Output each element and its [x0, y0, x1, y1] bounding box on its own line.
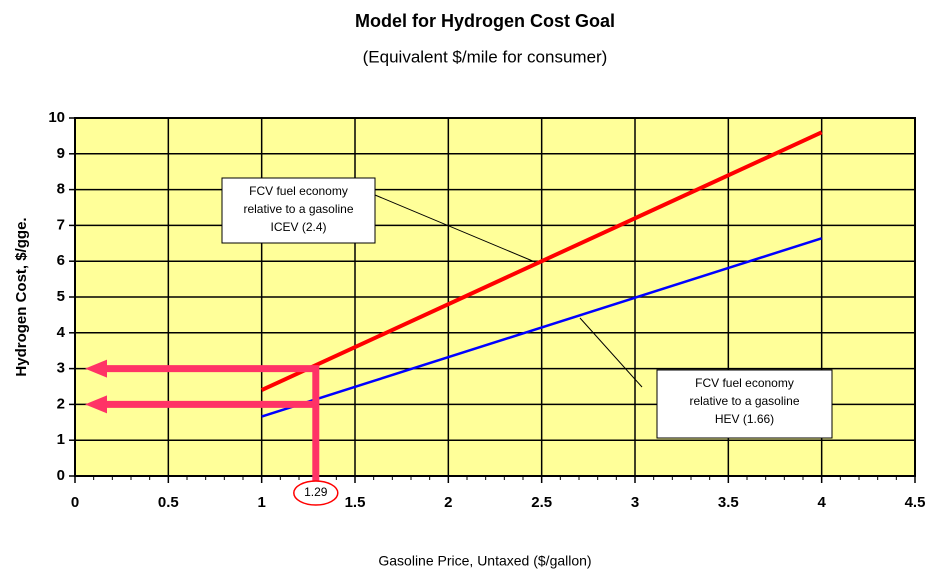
y-tick-label: 1 — [57, 431, 65, 448]
annotation-box — [221, 177, 376, 244]
y-axis-label: Hydrogen Cost, $/gge. — [13, 217, 30, 376]
leader-line — [374, 194, 536, 263]
x-tick-label: 3 — [631, 494, 639, 511]
y-tick-label: 4 — [57, 324, 66, 341]
leader-line — [579, 317, 643, 388]
y-tick-label: 0 — [57, 467, 65, 484]
annotation-text: HEV (1.66) — [715, 412, 774, 426]
annotation-text: FCV fuel economy — [249, 184, 348, 198]
chart-title: Model for Hydrogen Cost Goal — [355, 11, 615, 31]
arrow-head — [85, 395, 107, 414]
x-axis-label: Gasoline Price, Untaxed ($/gallon) — [378, 553, 591, 569]
annotation-text: ICEV (2.4) — [270, 220, 326, 234]
x-tick-label: 0.5 — [158, 494, 179, 511]
marker-circle — [293, 480, 339, 506]
y-tick-label: 3 — [57, 360, 65, 377]
y-tick-label: 8 — [57, 181, 65, 198]
y-tick-label: 2 — [57, 395, 65, 412]
y-tick-label: 5 — [57, 288, 65, 305]
annotation-text: relative to a gasoline — [689, 394, 799, 408]
series-line — [260, 130, 823, 392]
x-tick-label: 1 — [257, 494, 265, 511]
y-tick-label: 7 — [57, 216, 65, 233]
annotation-box — [656, 369, 833, 439]
chart-subtitle: (Equivalent $/mile for consumer) — [363, 47, 608, 66]
y-tick-label: 6 — [57, 252, 65, 269]
x-tick-label: 2 — [444, 494, 452, 511]
x-tick-label: 2.5 — [531, 494, 552, 511]
x-tick-label: 4 — [817, 494, 826, 511]
x-tick-label: 3.5 — [718, 494, 739, 511]
annotation-text: FCV fuel economy — [695, 376, 794, 390]
annotation-text: relative to a gasoline — [243, 202, 353, 216]
plot-border — [74, 117, 916, 477]
marker-label: 1.29 — [304, 485, 328, 499]
y-tick-label: 10 — [48, 109, 65, 126]
x-tick-label: 4.5 — [905, 494, 926, 511]
x-tick-label: 1.5 — [345, 494, 366, 511]
arrow-head — [85, 359, 107, 378]
series-line — [261, 237, 823, 418]
y-tick-label: 9 — [57, 145, 65, 162]
x-tick-label: 0 — [71, 494, 79, 511]
